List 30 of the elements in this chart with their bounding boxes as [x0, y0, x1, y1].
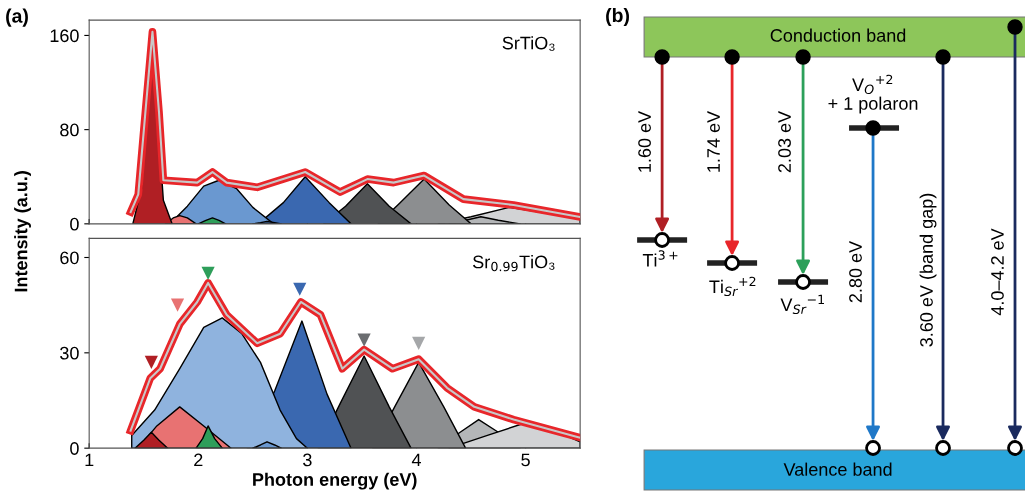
text: Ti$^{3+}$ [642, 250, 678, 267]
text: V$_{O}$$^{+2}$ [852, 74, 893, 95]
text: 1.60 eV [638, 110, 651, 172]
y-tick-label: 160 [50, 29, 79, 43]
annotation: Sr$_{0.99}$TiO₃ [473, 255, 555, 272]
y-tick-label: 0 [70, 442, 79, 455]
text: (b) [606, 7, 629, 27]
x-axis-title: Photon energy (eV) [253, 472, 417, 490]
y-tick-label: 30 [60, 346, 79, 360]
text: 4.0–4.2 eV [991, 228, 1004, 316]
y-tick-label: 60 [60, 251, 79, 265]
y-tick-label: 0 [70, 217, 79, 231]
text: + 1 polaron [828, 96, 918, 114]
y-tick-label: 80 [60, 123, 79, 137]
y-axis-title: Intensity (a.u.) [14, 171, 31, 292]
text: 3.60 eV (band gap) [919, 193, 937, 347]
text: Ti$_{Sr}$$^{+2}$ [709, 276, 756, 297]
text: Conduction band [770, 28, 906, 42]
annotation: SrTiO₃ [502, 36, 555, 51]
chart-title: (a) [6, 8, 28, 27]
text: 1.74 eV [707, 110, 720, 172]
text: Valence band [783, 462, 892, 476]
x-tick-label: 1 [85, 453, 94, 467]
text: V$_{Sr}$$^{−1}$ [780, 294, 824, 315]
x-tick-label: 3 [303, 453, 312, 467]
text: 2.03 eV [778, 110, 791, 173]
x-tick-label: 2 [194, 453, 203, 467]
x-tick-label: 4 [411, 453, 421, 467]
x-tick-label: 5 [521, 453, 530, 467]
text: 2.80 eV [849, 240, 862, 303]
